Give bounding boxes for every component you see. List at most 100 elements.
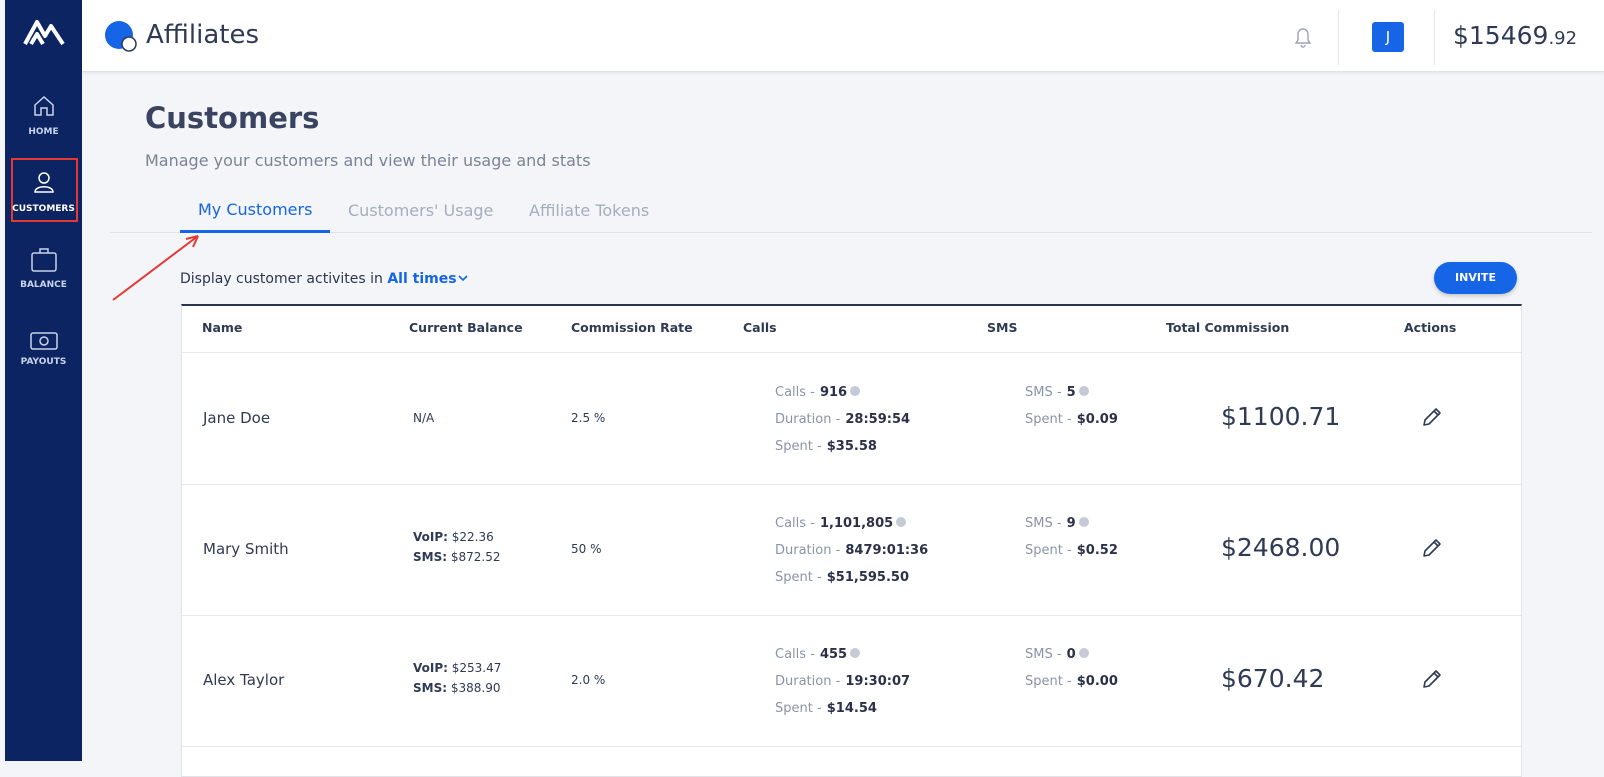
total-commission: $670.42 bbox=[1221, 663, 1325, 693]
filter-dropdown[interactable]: All times bbox=[387, 271, 457, 287]
tab-active[interactable]: My Customers bbox=[198, 200, 313, 219]
call-stat: Calls - 1,101,805 bbox=[775, 512, 907, 531]
stat-label: SMS - bbox=[1025, 646, 1062, 662]
help-icon bbox=[1078, 385, 1089, 396]
row-divider bbox=[182, 746, 1521, 747]
balance-line: SMS: $872.52 bbox=[413, 550, 500, 564]
call-stat: Spent - $51,595.50 bbox=[775, 566, 909, 585]
column-header: SMS bbox=[987, 320, 1018, 335]
stat-label: Calls - bbox=[775, 646, 815, 662]
stat-value: 9 bbox=[1066, 515, 1076, 531]
stat-value: 5 bbox=[1066, 384, 1076, 400]
balance-label: VoIP: bbox=[413, 529, 448, 544]
stat-value: 455 bbox=[819, 646, 848, 662]
help-icon bbox=[850, 385, 861, 396]
app-logo bbox=[105, 21, 137, 52]
filter: Display customer activites in All times bbox=[180, 271, 469, 287]
tab[interactable]: Affiliate Tokens bbox=[529, 201, 650, 220]
stat-label: Spent - bbox=[1025, 411, 1072, 427]
nav-highlight bbox=[11, 158, 78, 222]
call-stat: Duration - 28:59:54 bbox=[775, 408, 910, 427]
stat-value: $0.52 bbox=[1076, 542, 1118, 558]
sms-stat: Spent - $0.09 bbox=[1025, 408, 1118, 427]
help-icon bbox=[850, 647, 861, 658]
divider bbox=[1338, 10, 1339, 65]
tabs-divider bbox=[110, 232, 1592, 233]
stat-value: 8479:01:36 bbox=[845, 542, 929, 558]
nav-balance[interactable]: BALANCE bbox=[20, 280, 67, 290]
nav-home[interactable]: HOME bbox=[28, 127, 59, 137]
balance-line: VoIP: $22.36 bbox=[413, 530, 494, 544]
stat-label: Calls - bbox=[775, 384, 815, 400]
stat-label: Duration - bbox=[775, 673, 841, 689]
annotation-arrow bbox=[112, 235, 199, 301]
column-header: Current Balance bbox=[409, 320, 523, 335]
stat-value: 1,101,805 bbox=[819, 515, 894, 531]
balance-value: $872.52 bbox=[450, 549, 501, 564]
divider bbox=[1434, 10, 1435, 65]
sms-stat: SMS - 0 bbox=[1025, 643, 1089, 662]
sidebar: HOME CUSTOMERS BALANCE PAYOUTS bbox=[5, 0, 82, 761]
page-subtitle: Manage your customers and view their usa… bbox=[145, 151, 591, 170]
call-stat: Calls - 916 bbox=[775, 381, 861, 400]
stat-value: $35.58 bbox=[826, 438, 877, 454]
filter-label: Display customer activites in bbox=[180, 271, 383, 287]
chevron bbox=[457, 275, 468, 282]
stat-value: 28:59:54 bbox=[845, 411, 911, 427]
balance-cents: .92 bbox=[1548, 28, 1578, 49]
customers-table: Name Current Balance Commission Rate Calls S… bbox=[181, 304, 1522, 777]
edit-button[interactable] bbox=[1420, 667, 1444, 691]
column-header: Calls bbox=[743, 320, 777, 335]
stat-label: Spent - bbox=[775, 700, 822, 716]
stat-value: 916 bbox=[819, 384, 848, 400]
header: Affiliates J $15469.92 bbox=[82, 0, 1604, 72]
home-icon bbox=[34, 95, 54, 116]
column-header: Total Commission bbox=[1166, 320, 1290, 335]
customer-name: Mary Smith bbox=[203, 539, 289, 558]
total-commission: $2468.00 bbox=[1221, 532, 1341, 562]
bell-icon[interactable] bbox=[1292, 24, 1314, 50]
avatar[interactable]: J bbox=[1372, 22, 1404, 52]
stat-label: Spent - bbox=[1025, 673, 1072, 689]
stat-value: $0.00 bbox=[1076, 673, 1118, 689]
commission-rate: 50 % bbox=[571, 541, 602, 556]
stat-value: 0 bbox=[1066, 646, 1076, 662]
call-stat: Calls - 455 bbox=[775, 643, 861, 662]
edit-button[interactable] bbox=[1420, 536, 1444, 560]
stat-label: Duration - bbox=[775, 542, 841, 558]
balance-value: $22.36 bbox=[451, 529, 494, 544]
payouts-icon bbox=[30, 332, 58, 350]
customer-name: Alex Taylor bbox=[203, 670, 285, 689]
edit-button[interactable] bbox=[1420, 405, 1444, 429]
stat-label: Duration - bbox=[775, 411, 841, 427]
tab[interactable]: Customers' Usage bbox=[348, 201, 494, 220]
stat-label: SMS - bbox=[1025, 515, 1062, 531]
balance-icon bbox=[31, 248, 57, 272]
stat-label: Spent - bbox=[775, 438, 822, 454]
call-stat: Duration - 8479:01:36 bbox=[775, 539, 928, 558]
nav-customers[interactable]: CUSTOMERS bbox=[12, 204, 75, 214]
balance-main: $15469 bbox=[1453, 21, 1549, 50]
balance-label: SMS: bbox=[413, 680, 448, 695]
tab-underline bbox=[180, 230, 330, 233]
balance-value: N/A bbox=[413, 410, 435, 425]
nav-payouts[interactable]: PAYOUTS bbox=[20, 357, 67, 367]
balance-line: SMS: $388.90 bbox=[413, 681, 500, 695]
call-stat: Spent - $35.58 bbox=[775, 435, 877, 454]
logo bbox=[23, 20, 65, 46]
stat-value: $14.54 bbox=[826, 700, 877, 716]
invite-button[interactable]: INVITE bbox=[1434, 262, 1517, 294]
balance-value: $388.90 bbox=[450, 680, 501, 695]
total-commission: $1100.71 bbox=[1221, 401, 1341, 431]
row-divider bbox=[182, 615, 1521, 616]
row-divider bbox=[182, 484, 1521, 485]
stat-value: $51,595.50 bbox=[826, 569, 910, 585]
sms-stat: Spent - $0.00 bbox=[1025, 670, 1118, 689]
help-icon bbox=[896, 516, 907, 527]
help-icon bbox=[1078, 516, 1089, 527]
sms-stat: SMS - 5 bbox=[1025, 381, 1089, 400]
customers-icon bbox=[34, 172, 54, 193]
commission-rate: 2.0 % bbox=[571, 672, 606, 687]
call-stat: Spent - $14.54 bbox=[775, 697, 877, 716]
stat-value: $0.09 bbox=[1076, 411, 1118, 427]
